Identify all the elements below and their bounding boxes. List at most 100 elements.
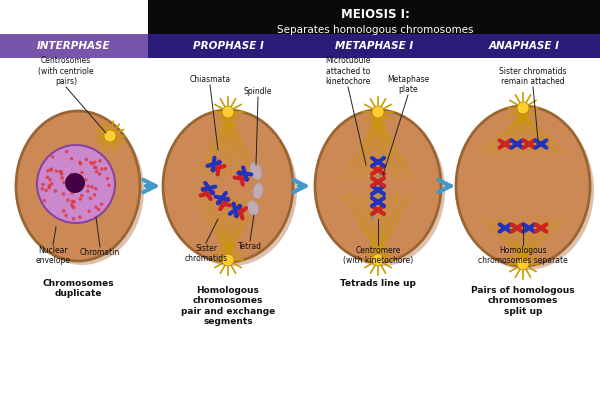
Circle shape bbox=[372, 106, 384, 118]
Text: Pairs of homologous
chromosomes
split up: Pairs of homologous chromosomes split up bbox=[471, 286, 575, 316]
Text: Centromere
(with kinetochore): Centromere (with kinetochore) bbox=[343, 246, 413, 265]
Text: Spindle: Spindle bbox=[244, 87, 272, 96]
Circle shape bbox=[98, 159, 102, 163]
Circle shape bbox=[106, 177, 109, 180]
Circle shape bbox=[43, 199, 46, 202]
Circle shape bbox=[107, 183, 111, 187]
Circle shape bbox=[94, 166, 98, 169]
Ellipse shape bbox=[37, 145, 115, 223]
Text: Tetrad: Tetrad bbox=[238, 242, 262, 251]
Circle shape bbox=[55, 169, 58, 173]
Circle shape bbox=[104, 130, 116, 142]
Text: Separates homologous chromosomes: Separates homologous chromosomes bbox=[277, 25, 473, 35]
Circle shape bbox=[100, 167, 104, 171]
Circle shape bbox=[65, 173, 85, 193]
Text: Nuclear
envelope: Nuclear envelope bbox=[35, 246, 71, 265]
Text: Chromosomes
duplicate: Chromosomes duplicate bbox=[42, 279, 114, 299]
Circle shape bbox=[372, 254, 384, 266]
Circle shape bbox=[66, 198, 70, 202]
Circle shape bbox=[94, 187, 98, 190]
Text: Sister
chromatids: Sister chromatids bbox=[184, 244, 227, 263]
Circle shape bbox=[91, 162, 94, 165]
Circle shape bbox=[72, 200, 76, 204]
Circle shape bbox=[58, 170, 62, 174]
Circle shape bbox=[65, 150, 68, 154]
Circle shape bbox=[79, 161, 82, 164]
Circle shape bbox=[222, 106, 234, 118]
Text: METAPHASE I: METAPHASE I bbox=[335, 41, 413, 51]
Circle shape bbox=[47, 184, 51, 187]
Circle shape bbox=[85, 158, 88, 161]
FancyBboxPatch shape bbox=[148, 34, 600, 58]
Circle shape bbox=[79, 197, 82, 201]
Text: Homologous
chromosomes
pair and exchange
segments: Homologous chromosomes pair and exchange… bbox=[181, 286, 275, 326]
Circle shape bbox=[88, 210, 91, 213]
Text: MEIOSIS I:: MEIOSIS I: bbox=[341, 8, 409, 21]
Circle shape bbox=[70, 157, 73, 160]
Circle shape bbox=[64, 214, 68, 217]
Ellipse shape bbox=[16, 111, 140, 261]
Circle shape bbox=[100, 202, 103, 206]
Circle shape bbox=[72, 206, 76, 209]
Circle shape bbox=[53, 189, 57, 193]
Circle shape bbox=[62, 192, 65, 196]
Ellipse shape bbox=[20, 115, 144, 265]
Circle shape bbox=[89, 161, 92, 164]
Circle shape bbox=[79, 162, 82, 166]
Circle shape bbox=[70, 203, 74, 206]
Circle shape bbox=[80, 194, 83, 198]
Circle shape bbox=[71, 200, 74, 203]
Circle shape bbox=[90, 185, 94, 189]
Circle shape bbox=[93, 160, 97, 164]
Text: Chiasmata: Chiasmata bbox=[190, 75, 230, 84]
Circle shape bbox=[72, 217, 76, 221]
Ellipse shape bbox=[247, 201, 259, 215]
Text: Centrosomes
(with centriole
pairs): Centrosomes (with centriole pairs) bbox=[38, 56, 94, 86]
Text: INTERPHASE: INTERPHASE bbox=[37, 41, 111, 51]
Circle shape bbox=[70, 191, 74, 195]
Circle shape bbox=[62, 209, 65, 213]
Circle shape bbox=[46, 169, 50, 173]
Circle shape bbox=[46, 176, 49, 179]
FancyBboxPatch shape bbox=[148, 0, 600, 47]
Text: Tetrads line up: Tetrads line up bbox=[340, 279, 416, 288]
Circle shape bbox=[70, 173, 73, 176]
Circle shape bbox=[73, 183, 77, 187]
Ellipse shape bbox=[456, 106, 590, 266]
Circle shape bbox=[48, 178, 52, 182]
Ellipse shape bbox=[460, 110, 594, 270]
Circle shape bbox=[517, 102, 529, 114]
Circle shape bbox=[78, 215, 82, 219]
Ellipse shape bbox=[250, 162, 262, 180]
Circle shape bbox=[49, 167, 53, 171]
Circle shape bbox=[71, 177, 75, 181]
Ellipse shape bbox=[253, 183, 263, 199]
Circle shape bbox=[40, 187, 44, 191]
Ellipse shape bbox=[319, 114, 445, 266]
Circle shape bbox=[49, 168, 53, 172]
Circle shape bbox=[89, 196, 92, 200]
Circle shape bbox=[93, 193, 97, 197]
Circle shape bbox=[86, 189, 89, 193]
FancyBboxPatch shape bbox=[0, 0, 148, 34]
Circle shape bbox=[98, 172, 101, 176]
Circle shape bbox=[84, 178, 88, 182]
Text: ANAPHASE I: ANAPHASE I bbox=[488, 41, 560, 51]
Circle shape bbox=[60, 172, 64, 176]
Circle shape bbox=[71, 205, 74, 208]
Text: Chromatin: Chromatin bbox=[80, 248, 120, 257]
Circle shape bbox=[47, 186, 51, 189]
Circle shape bbox=[50, 182, 53, 186]
Text: Sister chromatids
remain attached: Sister chromatids remain attached bbox=[499, 67, 567, 86]
Text: PROPHASE I: PROPHASE I bbox=[193, 41, 263, 51]
FancyBboxPatch shape bbox=[0, 34, 148, 58]
Circle shape bbox=[60, 176, 64, 180]
Circle shape bbox=[95, 170, 98, 173]
Circle shape bbox=[80, 171, 84, 175]
Ellipse shape bbox=[163, 110, 293, 262]
Ellipse shape bbox=[315, 110, 441, 262]
Circle shape bbox=[41, 183, 45, 186]
Text: Metaphase
plate: Metaphase plate bbox=[387, 75, 429, 94]
Circle shape bbox=[104, 167, 107, 170]
Text: Microtubule
attached to
kinetochore: Microtubule attached to kinetochore bbox=[325, 56, 371, 86]
